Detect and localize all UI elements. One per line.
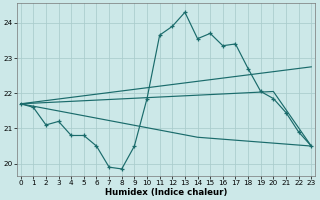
X-axis label: Humidex (Indice chaleur): Humidex (Indice chaleur) — [105, 188, 227, 197]
